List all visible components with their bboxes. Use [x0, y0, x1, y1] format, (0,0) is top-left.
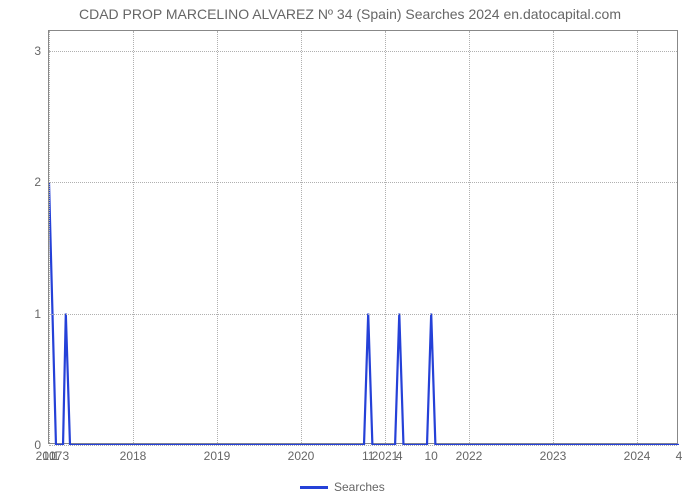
x-tick-label: 2020	[288, 449, 315, 463]
grid-line-v	[553, 31, 554, 443]
line-series	[49, 31, 679, 445]
chart-title: CDAD PROP MARCELINO ALVAREZ Nº 34 (Spain…	[0, 6, 700, 22]
data-point-label: 1	[53, 449, 60, 463]
grid-line-h	[49, 445, 677, 446]
data-point-label: 4	[676, 449, 683, 463]
grid-line-h	[49, 182, 677, 183]
x-tick-label: 2023	[540, 449, 567, 463]
grid-line-v	[301, 31, 302, 443]
y-tick-label: 3	[34, 44, 41, 58]
legend-label: Searches	[334, 480, 385, 494]
y-tick-label: 2	[34, 175, 41, 189]
data-point-label: 11	[362, 449, 374, 463]
x-tick-label: 2022	[456, 449, 483, 463]
grid-line-v	[637, 31, 638, 443]
data-point-label: 4	[396, 449, 403, 463]
grid-line-h	[49, 51, 677, 52]
grid-line-v	[133, 31, 134, 443]
plot-area: 0123201720182019202020212022202320241013…	[48, 30, 678, 444]
x-tick-label: 2019	[204, 449, 231, 463]
legend: Searches	[300, 480, 385, 494]
legend-swatch	[300, 486, 328, 489]
y-tick-label: 1	[34, 307, 41, 321]
x-tick-label: 2021	[372, 449, 399, 463]
x-tick-label: 2018	[120, 449, 147, 463]
grid-line-v	[217, 31, 218, 443]
grid-line-v	[385, 31, 386, 443]
data-point-label: 3	[62, 449, 69, 463]
data-point-label: 10	[425, 449, 438, 463]
grid-line-h	[49, 314, 677, 315]
grid-line-v	[469, 31, 470, 443]
chart-container: CDAD PROP MARCELINO ALVAREZ Nº 34 (Spain…	[0, 0, 700, 500]
grid-line-v	[49, 31, 50, 443]
x-tick-label: 2024	[624, 449, 651, 463]
